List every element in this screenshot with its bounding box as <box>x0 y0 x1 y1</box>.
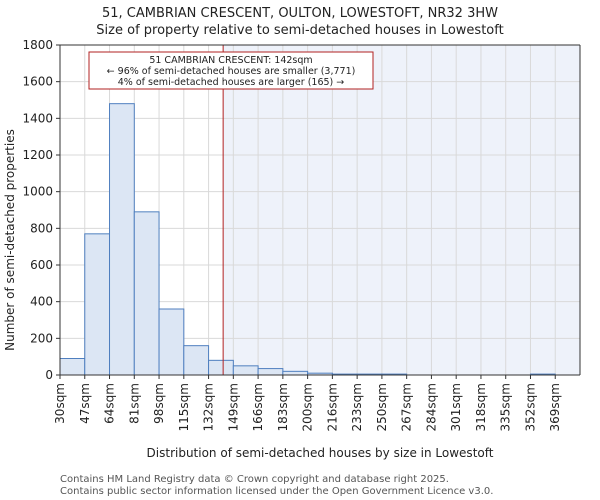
x-tick-label: 81sqm <box>127 383 141 424</box>
bar-183sqm <box>282 370 309 376</box>
y-tick-label: 1800 <box>22 38 53 52</box>
y-tick-label: 1600 <box>22 75 53 89</box>
y-tick-label: 1000 <box>22 185 53 199</box>
annotation-box: 51 CAMBRIAN CRESCENT: 142sqm ← 96% of se… <box>88 51 374 90</box>
x-tick-label: 250sqm <box>375 383 389 431</box>
annotation-line3: 4% of semi-detached houses are larger (1… <box>118 77 345 88</box>
x-tick-label: 47sqm <box>78 383 92 424</box>
y-axis-label: Number of semi-detached properties <box>3 129 17 351</box>
y-tick-label: 1400 <box>22 111 53 125</box>
x-tick-label: 149sqm <box>226 383 240 431</box>
bars <box>59 103 556 376</box>
y-tick-label: 600 <box>30 258 53 272</box>
x-tick-label: 352sqm <box>523 383 537 431</box>
annotation-line2: ← 96% of semi-detached houses are smalle… <box>107 66 356 77</box>
bar-166sqm <box>257 368 284 376</box>
x-tick-label: 284sqm <box>424 383 438 431</box>
bar-132sqm <box>208 359 234 376</box>
annotation-line1: 51 CAMBRIAN CRESCENT: 142sqm <box>149 55 312 66</box>
x-tick-label: 98sqm <box>152 383 166 424</box>
x-tick-label: 64sqm <box>103 383 117 424</box>
x-ticks: 30sqm 47sqm 64sqm 81sqm 98sqm 115sqm 132sqm 149… <box>53 375 562 431</box>
y-tick-label: 0 <box>45 368 53 382</box>
x-tick-label: 115sqm <box>177 383 191 431</box>
bar-64sqm <box>109 103 135 376</box>
x-tick-label: 216sqm <box>325 383 339 431</box>
x-tick-label: 318sqm <box>474 383 488 431</box>
bar-47sqm <box>84 233 111 376</box>
bar-30sqm <box>59 358 86 376</box>
chart-title-line2: Size of property relative to semi-detach… <box>96 23 503 38</box>
highlight-region <box>223 45 580 375</box>
y-tick-label: 1200 <box>22 148 53 162</box>
y-tick-label: 200 <box>30 331 53 345</box>
x-axis-label: Distribution of semi-detached houses by … <box>147 446 494 460</box>
x-tick-label: 335sqm <box>499 383 513 431</box>
footer-line2: Contains public sector information licen… <box>60 486 493 497</box>
x-tick-label: 132sqm <box>202 383 216 431</box>
bar-149sqm <box>232 365 259 376</box>
y-tick-label: 800 <box>30 221 53 235</box>
bar-81sqm <box>133 211 160 376</box>
x-tick-label: 267sqm <box>400 383 414 431</box>
y-ticks: 0 200 400 600 800 1000 1200 1400 1600 1800 <box>22 38 60 382</box>
x-tick-label: 369sqm <box>548 383 562 431</box>
x-tick-label: 233sqm <box>350 383 364 431</box>
bar-98sqm <box>158 308 185 376</box>
x-tick-label: 301sqm <box>449 383 463 431</box>
x-tick-label: 183sqm <box>276 383 290 431</box>
footer-line1: Contains HM Land Registry data © Crown c… <box>60 474 449 485</box>
bar-115sqm <box>183 345 210 376</box>
x-tick-label: 166sqm <box>251 383 265 431</box>
y-tick-label: 400 <box>30 295 53 309</box>
chart-title-line1: 51, CAMBRIAN CRESCENT, OULTON, LOWESTOFT… <box>102 6 498 21</box>
x-tick-label: 200sqm <box>301 383 315 431</box>
x-tick-label: 30sqm <box>53 383 67 424</box>
